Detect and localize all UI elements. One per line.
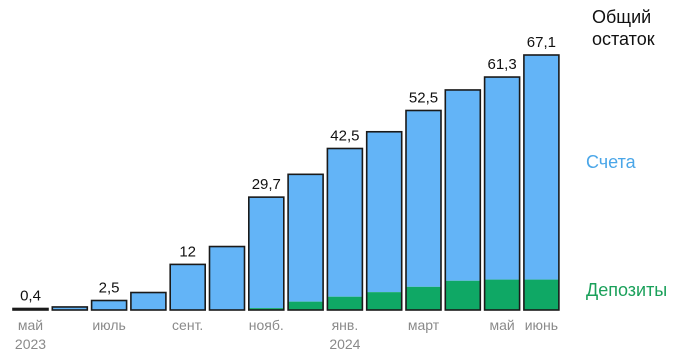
bar-deposits-12 [484,279,520,310]
bar-accounts-6 [248,197,284,309]
bar-outline-6 [248,196,285,311]
value-label-10: 52,5 [409,89,438,106]
x-tick-label-13-0: июнь [525,317,558,333]
value-label-2: 2,5 [99,279,120,296]
bar-outline-0 [12,307,49,311]
x-tick-label-8-0: янв. [332,317,359,333]
value-label-6: 29,7 [252,176,281,193]
bar-outline-8 [326,147,364,311]
x-tick-label-8-1: 2024 [329,336,360,352]
bar-accounts-5 [209,246,245,310]
bar-outline-13 [523,54,560,311]
x-tick-label-12-0: май [489,317,514,333]
bar-outline-7 [287,173,324,311]
x-tick-label-2-0: июль [92,317,125,333]
bar-accounts-12 [484,77,520,280]
bar-accounts-8 [327,148,363,297]
x-tick-label-10-0: март [408,317,440,333]
bar-deposits-13 [523,279,559,310]
bar-outline-9 [365,130,403,311]
x-tick-label-4-0: сент. [172,317,203,333]
bar-outline-10 [405,109,442,311]
x-tick-label-0-1: 2023 [15,336,46,352]
legend-deposits: Депозиты [586,280,668,300]
bar-outline-5 [208,245,246,311]
value-label-8: 42,5 [330,127,359,144]
x-tick-label-0-0: май [18,317,43,333]
bar-deposits-7 [288,301,324,310]
legend-total-line-2: остаток [592,29,655,49]
bar-deposits-9 [366,292,402,310]
bar-outline-1 [51,306,89,311]
bar-deposits-6 [248,308,284,310]
bar-accounts-4 [170,264,206,310]
legend-accounts: Счета [586,152,636,172]
bar-deposits-10 [406,286,441,310]
bar-deposits-8 [327,296,363,310]
legend-total-line-1: Общий [592,7,652,27]
bar-accounts-2 [91,300,127,310]
bar-outline-12 [483,76,521,311]
bar-accounts-3 [130,292,166,310]
value-label-12: 61,3 [487,56,516,73]
bar-accounts-7 [288,174,324,302]
bar-accounts-1 [52,306,88,310]
bar-deposits-11 [445,280,481,310]
bar-outline-2 [90,299,128,311]
value-label-0: 0,4 [20,287,41,304]
x-tick-label-6-0: нояб. [249,317,284,333]
legend-total-balance: Общий остаток [592,6,655,50]
bar-outline-4 [169,263,206,311]
bar-outline-11 [444,89,482,311]
value-label-4: 12 [179,243,196,260]
bar-accounts-10 [406,110,441,287]
bar-accounts-13 [523,55,559,280]
bar-accounts-9 [366,131,402,293]
bar-accounts-11 [445,89,481,281]
value-label-13: 67,1 [527,34,556,51]
bar-outline-3 [130,291,167,311]
